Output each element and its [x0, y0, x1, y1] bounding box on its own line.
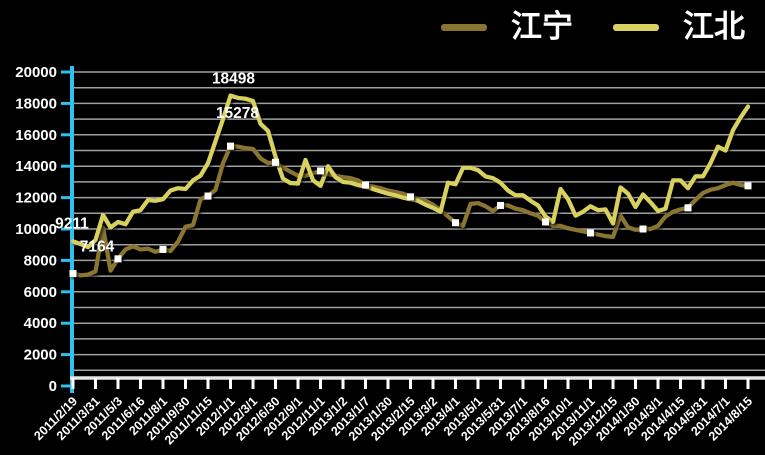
legend-label-jiangbei: 江北 — [683, 9, 745, 45]
data-point-marker — [684, 204, 692, 212]
y-tick-label: 6000 — [24, 284, 57, 301]
data-point-marker — [542, 218, 549, 226]
legend-label-jiangning: 江宁 — [511, 9, 573, 45]
data-point-marker — [317, 167, 324, 175]
data-point-marker — [452, 219, 459, 227]
gridlines — [70, 71, 765, 372]
x-axis: 2011/2/192011/3/312011/5/32011/6/162011/… — [31, 376, 765, 448]
data-label: 15278 — [216, 105, 259, 122]
data-point-marker — [204, 192, 212, 200]
data-point-marker — [639, 225, 647, 233]
y-axis: 0 2000 4000 6000 8000 10000 12000 14000 16000 180… — [15, 64, 74, 395]
y-tick-label: 8000 — [24, 252, 57, 269]
y-tick-label: 0 — [49, 378, 57, 395]
data-label: 18498 — [212, 71, 255, 88]
data-label: 9211 — [55, 215, 89, 232]
data-point-marker — [69, 270, 77, 278]
series-line-jiangbei[interactable] — [70, 93, 751, 250]
data-point-marker — [227, 142, 234, 150]
y-tick-label: 20000 — [15, 64, 57, 81]
y-tick-label: 12000 — [15, 190, 57, 207]
y-tick-label: 4000 — [24, 315, 57, 332]
data-point-marker — [587, 229, 594, 237]
legend-swatch-jiangbei — [613, 24, 659, 31]
data-point-marker — [407, 193, 414, 201]
y-tick-label: 18000 — [15, 95, 57, 112]
legend-item-jiangbei[interactable]: 江北 — [613, 12, 745, 43]
y-tick-label: 14000 — [15, 158, 57, 175]
y-tick-label: 2000 — [24, 347, 57, 364]
data-point-marker — [272, 158, 279, 166]
legend-item-jiangning[interactable]: 江宁 — [441, 12, 573, 43]
data-point-marker — [497, 201, 504, 209]
legend-swatch-jiangning — [441, 24, 487, 31]
y-tick-label: 10000 — [15, 221, 57, 238]
data-point-marker — [362, 181, 369, 189]
data-label: 7164 — [80, 239, 115, 256]
data-point-marker — [159, 245, 167, 253]
chart-legend: 江宁 江北 — [441, 12, 745, 43]
data-point-marker — [744, 182, 752, 190]
data-point-marker — [114, 255, 122, 263]
y-tick-label: 16000 — [15, 127, 57, 144]
